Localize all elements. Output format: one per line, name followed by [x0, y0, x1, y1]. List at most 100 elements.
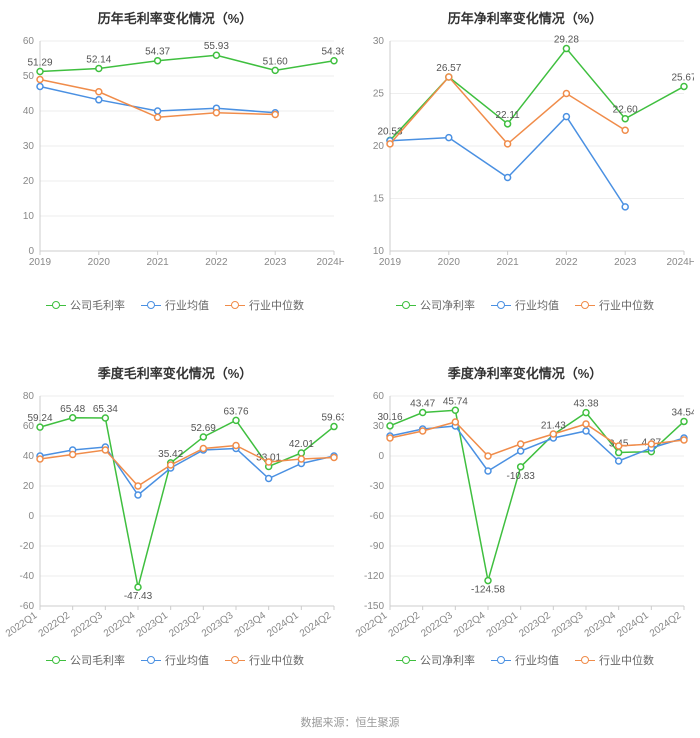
series-marker-industry_avg	[485, 468, 491, 474]
data-label: 59.63	[321, 413, 344, 424]
legend-label: 行业均值	[515, 297, 559, 313]
svg-text:2024Q1: 2024Q1	[615, 610, 651, 640]
data-label: 26.57	[436, 63, 461, 74]
series-marker-company	[213, 52, 219, 58]
legend-label: 公司净利率	[420, 652, 475, 668]
chart-title: 季度净利率变化情况（%）	[354, 363, 696, 382]
svg-text:-90: -90	[370, 541, 385, 552]
svg-text:40: 40	[23, 451, 35, 462]
svg-text:2021: 2021	[146, 257, 169, 268]
series-marker-industry_median	[272, 112, 278, 118]
svg-text:2023Q3: 2023Q3	[200, 610, 236, 640]
svg-text:60: 60	[23, 36, 35, 47]
svg-text:10: 10	[23, 211, 35, 222]
legend-label: 行业中位数	[249, 297, 304, 313]
series-line-company	[390, 410, 684, 580]
legend-swatch-icon	[575, 300, 595, 310]
svg-text:-40: -40	[20, 571, 35, 582]
svg-text:2020: 2020	[88, 257, 111, 268]
series-marker-company	[272, 67, 278, 73]
series-marker-industry_median	[387, 435, 393, 441]
legend-swatch-icon	[491, 655, 511, 665]
data-label: 52.69	[191, 423, 216, 434]
series-marker-industry_median	[387, 141, 393, 147]
chart-legend: 公司毛利率行业均值行业中位数	[4, 652, 346, 668]
series-marker-industry_median	[550, 431, 556, 437]
svg-text:2024Q2: 2024Q2	[648, 610, 684, 640]
series-marker-company	[298, 450, 304, 456]
svg-text:2021: 2021	[496, 257, 519, 268]
legend-industry-avg: 行业均值	[141, 297, 209, 313]
data-label: 51.29	[27, 57, 52, 68]
svg-text:10: 10	[373, 246, 385, 257]
series-marker-industry_avg	[135, 492, 141, 498]
svg-text:25: 25	[373, 89, 385, 100]
legend-company: 公司净利率	[396, 297, 475, 313]
chart-panel-annual-net: 历年净利率变化情况（%）1015202530201920202021202220…	[350, 0, 700, 355]
svg-text:2024Q2: 2024Q2	[298, 610, 334, 640]
series-line-industry_avg	[390, 117, 625, 207]
series-marker-industry_avg	[622, 204, 628, 210]
legend-swatch-icon	[491, 300, 511, 310]
series-marker-industry_avg	[505, 175, 511, 181]
chart-plot: 0102030405060201920202021202220232024H15…	[4, 31, 346, 291]
legend-label: 公司毛利率	[70, 297, 125, 313]
legend-company: 公司毛利率	[46, 652, 125, 668]
svg-text:2024H1: 2024H1	[316, 257, 344, 268]
chart-grid: 历年毛利率变化情况（%）0102030405060201920202021202…	[0, 0, 700, 710]
legend-swatch-icon	[225, 655, 245, 665]
svg-text:2023Q1: 2023Q1	[135, 610, 171, 640]
svg-text:2020: 2020	[438, 257, 461, 268]
series-marker-company	[420, 410, 426, 416]
series-marker-industry_median	[505, 141, 511, 147]
series-marker-industry_avg	[518, 448, 524, 454]
svg-text:2022Q3: 2022Q3	[419, 610, 455, 640]
svg-text:-60: -60	[370, 511, 385, 522]
series-marker-industry_median	[37, 456, 43, 462]
legend-industry-avg: 行业均值	[491, 297, 559, 313]
svg-text:2022Q4: 2022Q4	[102, 610, 138, 640]
series-marker-industry_median	[213, 110, 219, 116]
data-label: 29.28	[554, 35, 579, 46]
svg-text:2023Q2: 2023Q2	[167, 610, 203, 640]
series-line-industry_median	[40, 446, 334, 487]
series-marker-industry_avg	[446, 135, 452, 141]
legend-label: 行业均值	[165, 652, 209, 668]
svg-text:2022Q1: 2022Q1	[4, 610, 40, 640]
series-marker-company	[622, 116, 628, 122]
svg-text:60: 60	[373, 391, 385, 402]
svg-text:2019: 2019	[29, 257, 52, 268]
series-marker-industry_median	[298, 456, 304, 462]
series-marker-industry_median	[446, 74, 452, 80]
series-marker-industry_median	[648, 441, 654, 447]
svg-text:2022: 2022	[555, 257, 578, 268]
series-marker-industry_median	[233, 443, 239, 449]
svg-text:0: 0	[28, 246, 34, 257]
series-marker-company	[387, 423, 393, 429]
series-marker-company	[233, 417, 239, 423]
data-label: -10.83	[506, 471, 535, 482]
series-marker-company	[37, 68, 43, 74]
series-line-company	[40, 55, 334, 71]
series-marker-industry_median	[168, 462, 174, 468]
series-marker-industry_median	[485, 453, 491, 459]
chart-title: 历年毛利率变化情况（%）	[4, 8, 346, 27]
data-label: 45.74	[443, 396, 468, 407]
data-label: 25.67	[671, 72, 694, 83]
series-marker-industry_median	[266, 459, 272, 465]
legend-label: 行业中位数	[599, 297, 654, 313]
legend-label: 公司净利率	[420, 297, 475, 313]
legend-swatch-icon	[575, 655, 595, 665]
series-marker-industry_avg	[96, 97, 102, 103]
data-label: 34.54	[671, 407, 694, 418]
chart-panel-quarter-net: 季度净利率变化情况（%）-150-120-90-60-30030602022Q1…	[350, 355, 700, 710]
data-label: 52.14	[86, 55, 111, 66]
data-label: 22.11	[495, 110, 520, 121]
svg-text:2022Q2: 2022Q2	[37, 610, 73, 640]
series-marker-industry_median	[681, 437, 687, 443]
svg-text:20: 20	[23, 481, 35, 492]
chart-panel-quarter-gross: 季度毛利率变化情况（%）-60-40-200204060802022Q12022…	[0, 355, 350, 710]
series-marker-company	[200, 434, 206, 440]
series-marker-industry_avg	[563, 114, 569, 120]
svg-text:-30: -30	[370, 481, 385, 492]
